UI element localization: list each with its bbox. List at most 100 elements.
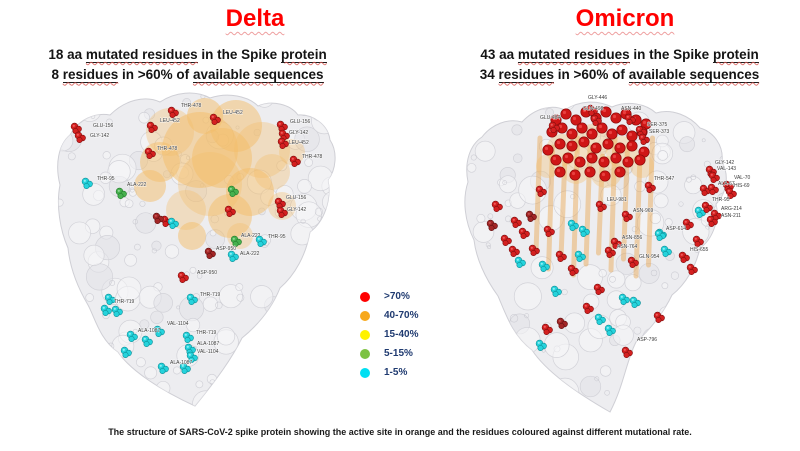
residue-marker bbox=[586, 104, 598, 117]
residue-marker bbox=[594, 313, 606, 325]
residue-marker bbox=[100, 304, 112, 316]
labeled-residues: GLY-446 GLN-498 ASN-440 GLU-484 SER-375SER-3… bbox=[540, 95, 751, 358]
residue-marker bbox=[120, 346, 132, 358]
legend-label: 15-40% bbox=[384, 329, 419, 340]
residue-marker bbox=[289, 155, 301, 168]
residue-marker bbox=[692, 235, 704, 248]
delta-title: Delta bbox=[225, 5, 285, 32]
residue-label: VAL-1104 bbox=[167, 321, 189, 327]
residue-marker bbox=[604, 246, 616, 259]
residue-label: ASN-969 bbox=[633, 208, 654, 214]
legend-item-1: 40-70% bbox=[360, 306, 418, 325]
residue-label: GLN-498 bbox=[583, 106, 604, 112]
residue-label: ALA-222 bbox=[127, 182, 147, 188]
residue-label: GLU-484 bbox=[540, 115, 561, 121]
legend-label: 1-5% bbox=[384, 367, 408, 378]
residue-marker bbox=[277, 137, 289, 150]
residue-label: GLU-156 bbox=[290, 119, 311, 125]
residue-label: THR-95 bbox=[268, 234, 286, 240]
residue-label: ALA-222 bbox=[241, 233, 261, 239]
residue-marker bbox=[74, 131, 86, 144]
residue-marker bbox=[593, 283, 605, 295]
residue-label: ALA-1087 bbox=[138, 328, 160, 334]
residue-label: THR-719 bbox=[200, 292, 221, 298]
residue-marker bbox=[186, 293, 198, 305]
omicron-subtitle: 43 aa mutated residues in the Spike prot… bbox=[452, 45, 787, 86]
residue-label: ALA-1087 bbox=[197, 341, 219, 347]
residue-marker bbox=[578, 225, 590, 238]
residue-marker bbox=[255, 235, 267, 248]
residue-marker bbox=[582, 302, 594, 314]
subtitle-segment: in the Spike bbox=[629, 47, 713, 62]
residue-marker bbox=[525, 210, 537, 223]
residue-label: ASN-764 bbox=[617, 244, 638, 250]
residue-marker bbox=[177, 271, 189, 283]
unlabeled-residues bbox=[104, 185, 239, 374]
residue-marker bbox=[144, 147, 156, 160]
residue-marker bbox=[126, 330, 138, 342]
residue-marker bbox=[604, 324, 616, 336]
residue-marker bbox=[635, 125, 647, 138]
residue-label: ALA-67 bbox=[718, 181, 735, 187]
residue-marker bbox=[618, 293, 630, 305]
legend-label: >70% bbox=[384, 291, 410, 302]
residue-marker bbox=[518, 227, 530, 240]
residue-marker bbox=[555, 250, 567, 262]
residue-marker bbox=[725, 187, 737, 200]
residue-marker bbox=[81, 177, 93, 190]
residue-marker bbox=[595, 200, 607, 213]
residue-marker bbox=[115, 187, 127, 200]
residue-marker bbox=[624, 113, 636, 126]
residue-label: VAL-70 bbox=[734, 175, 751, 181]
legend-swatch bbox=[360, 291, 370, 302]
residue-marker bbox=[486, 219, 498, 232]
residue-marker bbox=[528, 244, 540, 257]
residue-label: ARG-214 bbox=[721, 206, 742, 212]
residue-marker bbox=[660, 245, 672, 258]
residue-label: ASP-614 bbox=[666, 226, 686, 232]
unlabeled-residues bbox=[486, 184, 711, 351]
residue-marker bbox=[153, 325, 165, 337]
residue-marker bbox=[104, 293, 116, 305]
subtitle-segment: in the Spike bbox=[197, 47, 281, 62]
residue-marker bbox=[548, 121, 560, 134]
residue-marker bbox=[179, 362, 191, 374]
delta-subtitle-line2: 8 residues in >60% of available sequence… bbox=[15, 65, 360, 85]
residue-label: HIS-69 bbox=[734, 183, 750, 189]
subtitle-segment: protein bbox=[712, 47, 759, 63]
residue-marker bbox=[514, 256, 526, 268]
residue-label: VAL-143 bbox=[717, 166, 736, 172]
residue-marker bbox=[157, 362, 169, 374]
residue-marker bbox=[182, 331, 194, 343]
residue-marker bbox=[491, 200, 503, 213]
residue-marker bbox=[508, 245, 520, 258]
crown-mutation-cluster bbox=[542, 106, 652, 182]
residue-label: ASN-440 bbox=[621, 106, 642, 112]
subtitle-segment: in >60% of bbox=[118, 67, 193, 83]
residue-marker bbox=[701, 201, 713, 214]
residue-marker bbox=[644, 181, 656, 194]
legend-swatch bbox=[360, 348, 370, 359]
subtitle-segment: 18 aa bbox=[48, 47, 86, 62]
subtitle-segment: mutated residues bbox=[517, 47, 630, 63]
legend-item-2: 15-40% bbox=[360, 325, 418, 344]
residue-marker bbox=[621, 346, 633, 358]
residue-label: GLY-142 bbox=[287, 207, 306, 213]
residue-marker bbox=[224, 205, 236, 218]
residue-label: LEU-452 bbox=[160, 118, 180, 124]
legend-swatch bbox=[360, 329, 370, 340]
residue-label: ASP-950 bbox=[197, 270, 217, 276]
labeled-residues: GLU-156 GLY-142 THR-95 ALA-222 THR-478 LEU-45… bbox=[70, 103, 323, 374]
legend-label: 5-15% bbox=[384, 348, 413, 359]
residue-label: ASP-950 bbox=[216, 246, 236, 252]
residue-marker bbox=[541, 323, 553, 335]
omicron-title: Omicron bbox=[575, 5, 675, 32]
residue-marker bbox=[610, 237, 622, 250]
residue-label: THR-719 bbox=[196, 330, 217, 336]
residue-marker bbox=[707, 183, 719, 196]
residue-marker bbox=[590, 114, 602, 127]
residue-marker bbox=[629, 296, 641, 308]
legend-item-0: >70% bbox=[360, 287, 418, 306]
residue-marker bbox=[500, 234, 512, 247]
residue-label: LEU-452 bbox=[289, 140, 309, 146]
